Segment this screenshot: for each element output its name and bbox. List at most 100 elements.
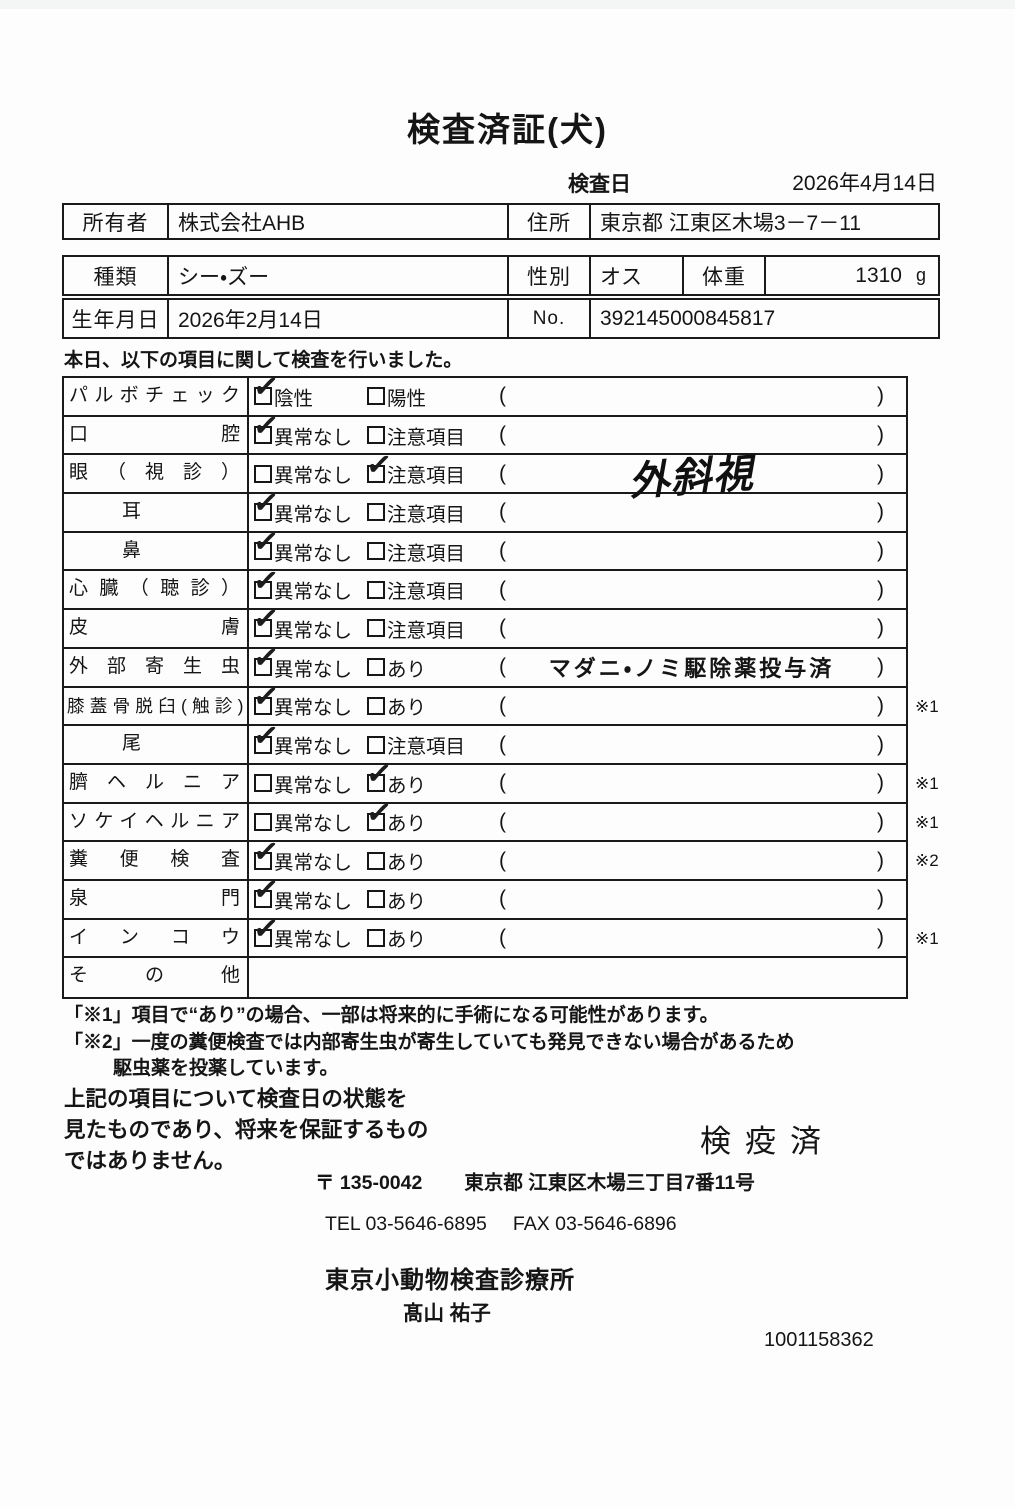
inspection-date-value: 2026年4月14日 bbox=[792, 172, 937, 195]
checkbox: ✓ bbox=[251, 910, 281, 948]
check-row-heart: 心臓（聴診） ✓ 異常なし 注意項目 () bbox=[64, 561, 906, 611]
paren-open: ( bbox=[499, 500, 506, 524]
check-row-skin: 皮膚 ✓ 異常なし 注意項目 () bbox=[64, 600, 906, 649]
paren-open: ( bbox=[499, 461, 506, 485]
option-label: 注意項目 bbox=[387, 736, 466, 759]
sex-value: オス bbox=[589, 257, 682, 294]
option-label: あり bbox=[387, 813, 427, 836]
option-label: 異常なし bbox=[274, 465, 353, 488]
paren-open: ( bbox=[499, 925, 506, 949]
row-label: 心臓（聴診） bbox=[64, 571, 249, 609]
row-label: 皮膚 bbox=[64, 610, 249, 647]
checkbox bbox=[254, 812, 272, 831]
checkbox bbox=[367, 542, 385, 561]
paren-close: ) bbox=[877, 771, 884, 795]
option-label: あり bbox=[387, 929, 427, 952]
clinic-address: 東京都 江東区木場三丁目7番11号 bbox=[464, 1172, 755, 1194]
check-row-patella: 膝蓋骨脱臼(触診) ✓ 異常なし あり () ※1 bbox=[64, 677, 939, 727]
checkbox: ✓ bbox=[364, 445, 394, 483]
intro-text: 本日、以下の項目に関して検査を行いました。 bbox=[64, 350, 463, 371]
option-label: 異常なし bbox=[274, 426, 353, 449]
clinic-name: 東京小動物検査診療所 bbox=[325, 1267, 575, 1294]
disclaimer-line-3: ではありません。 bbox=[64, 1149, 236, 1173]
check-row-fecal: 糞便検査 ✓ 異常なし あり () ※2 bbox=[64, 832, 939, 881]
no-value: 392145000845817 bbox=[589, 300, 938, 337]
row-label: パルボチェック bbox=[64, 378, 249, 415]
checkbox: ✓ bbox=[251, 561, 281, 599]
check-row-inkou: インコウ ✓ 異常なし あり () ※1 bbox=[64, 910, 939, 959]
checkbox: ✓ bbox=[364, 755, 394, 793]
row-label: 外部寄生虫 bbox=[64, 648, 249, 686]
option-label: あり bbox=[387, 658, 427, 681]
ref-mark: ※2 bbox=[915, 851, 939, 871]
row-label: ソケイヘルニア bbox=[64, 803, 249, 841]
ref-mark: ※1 bbox=[915, 773, 939, 793]
checkbox bbox=[367, 426, 385, 445]
option-label: 異常なし bbox=[274, 619, 353, 642]
option-label: 異常なし bbox=[274, 697, 353, 720]
clinic-postal-line: 〒 135-0042 東京都 江東区木場三丁目7番11号 bbox=[315, 1166, 755, 1195]
checkbox: ✓ bbox=[251, 368, 281, 406]
inspection-date-label: 検査日 bbox=[568, 173, 631, 196]
checkbox bbox=[367, 658, 385, 677]
checkbox bbox=[367, 928, 385, 947]
paren-close: ) bbox=[877, 809, 884, 833]
row-label: 膝蓋骨脱臼(触診) bbox=[64, 687, 249, 725]
option-label: 異常なし bbox=[274, 774, 353, 797]
paren-close: ) bbox=[877, 616, 884, 640]
paren-close: ) bbox=[877, 925, 884, 949]
check-row-ears: 耳 ✓ 異常なし 注意項目 () bbox=[64, 484, 906, 533]
footnote-1: 「※1」項目で“あり”の場合、一部は将来的に手術になる可能性があります。 bbox=[64, 1005, 719, 1026]
checkbox bbox=[367, 387, 385, 406]
checkbox: ✓ bbox=[251, 600, 281, 638]
disclaimer: 上記の項目について検査日の状態を 見たものであり、将来を保証するもの ではありま… bbox=[64, 1084, 428, 1177]
clinic-telfax-line: TEL 03-5646-6895 FAX 03-5646-6896 bbox=[325, 1213, 677, 1236]
birthdate-value: 2026年2月14日 bbox=[167, 300, 507, 337]
paren-open: ( bbox=[499, 655, 506, 679]
check-row-inguinal-hernia: ソケイヘルニア 異常なし ✓ あり () ※1 bbox=[64, 793, 939, 843]
ref-mark: ※1 bbox=[915, 928, 939, 948]
weight-label: 体重 bbox=[682, 257, 764, 294]
checkbox: ✓ bbox=[251, 484, 281, 522]
check-row-umbilical-hernia: 臍ヘルニア 異常なし ✓ あり () ※1 bbox=[64, 755, 939, 804]
checkbox: ✓ bbox=[251, 407, 281, 445]
page-title: 検査済証(犬) bbox=[407, 111, 608, 148]
paren-close: ) bbox=[877, 384, 884, 408]
option-label: 異常なし bbox=[274, 813, 353, 836]
option-label: 異常なし bbox=[274, 658, 353, 681]
ref-mark: ※1 bbox=[915, 696, 939, 716]
check-row-tail: 尾 ✓ 異常なし 注意項目 () bbox=[64, 716, 906, 765]
checkbox bbox=[367, 851, 385, 870]
checkbox bbox=[367, 890, 385, 909]
owner-label: 所有者 bbox=[82, 211, 149, 235]
check-row-other: その他 bbox=[64, 958, 906, 997]
option-label: 陰性 bbox=[274, 387, 314, 410]
paren-close: ) bbox=[877, 423, 884, 447]
checkbox: ✓ bbox=[251, 677, 281, 715]
row-label: 糞便検査 bbox=[64, 842, 249, 879]
paren-open: ( bbox=[499, 616, 506, 640]
checkbox: ✓ bbox=[364, 793, 394, 831]
checkbox bbox=[367, 580, 385, 599]
paren-open: ( bbox=[499, 423, 506, 447]
paren-close: ) bbox=[877, 461, 884, 485]
paren-open: ( bbox=[499, 384, 506, 408]
clinic-tel: TEL 03-5646-6895 bbox=[325, 1213, 487, 1235]
option-label: 注意項目 bbox=[387, 619, 466, 642]
owner-value: 株式会社AHB bbox=[167, 205, 507, 238]
check-row-mouth: 口腔 ✓ 異常なし 注意項目 () bbox=[64, 407, 906, 456]
breed-value: シー・ズー bbox=[167, 257, 507, 294]
option-label: 陽性 bbox=[387, 387, 427, 410]
weight-value: 1310 bbox=[855, 263, 902, 287]
ref-mark: ※1 bbox=[915, 812, 939, 832]
option-label: あり bbox=[387, 774, 427, 797]
clinic-fax: FAX 03-5646-6896 bbox=[512, 1213, 677, 1235]
row-label: 眼（視診） bbox=[64, 455, 249, 493]
footnote-2: 「※2」一度の糞便検査では内部寄生虫が寄生していても発見できない場合があるため bbox=[64, 1032, 795, 1053]
paren-close: ) bbox=[877, 887, 884, 911]
paren-open: ( bbox=[499, 809, 506, 833]
quarantine-stamp: 検疫済 bbox=[700, 1124, 835, 1159]
paren-close: ) bbox=[877, 848, 884, 872]
checkbox bbox=[254, 464, 272, 483]
